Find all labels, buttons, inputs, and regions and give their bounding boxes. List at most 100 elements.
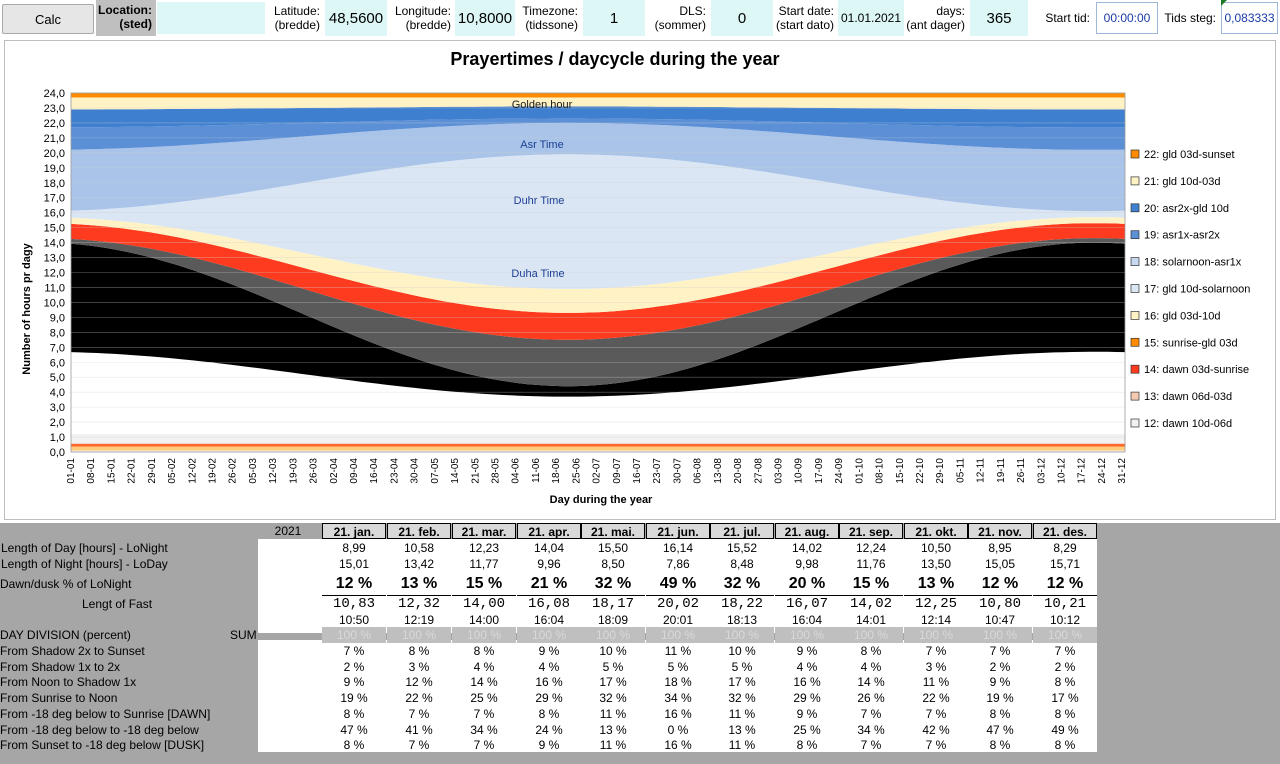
x-tick-label: 27-08 bbox=[753, 458, 764, 484]
x-tick-label: 10-12 bbox=[1057, 458, 1068, 484]
dls-input[interactable]: 0 bbox=[711, 0, 773, 36]
x-tick-label: 22-10 bbox=[915, 458, 926, 484]
month-header: 21. jan. bbox=[322, 523, 386, 539]
x-tick-label: 14-05 bbox=[450, 458, 461, 484]
table-value: 8,95 bbox=[988, 541, 1012, 555]
longitude-input[interactable]: 10,8000 bbox=[455, 0, 515, 36]
fast-length: 16,07 bbox=[785, 596, 828, 612]
sum-value: 100 % bbox=[775, 627, 839, 643]
sum-value: 100 % bbox=[710, 627, 774, 643]
division-row-label: From Sunrise to Noon bbox=[0, 691, 118, 706]
x-tick-label: 19-02 bbox=[208, 458, 219, 484]
fast-time: 12:19 bbox=[403, 613, 435, 627]
parameter-bar: Calc Location: (sted) Latitude: (bredde)… bbox=[0, 0, 1280, 36]
division-value: 18 % bbox=[664, 675, 692, 690]
legend-swatch bbox=[1130, 176, 1140, 186]
statistics-table: 2021 21. jan. 21. feb. 21. mar. 21. apr. 21. … bbox=[0, 523, 1280, 764]
division-value: 4 % bbox=[538, 659, 560, 674]
x-tick-label: 17-12 bbox=[1077, 458, 1088, 484]
division-value: 7 % bbox=[925, 706, 947, 721]
start-tid-input[interactable]: 00:00:00 bbox=[1096, 2, 1158, 34]
legend-swatch bbox=[1130, 418, 1140, 428]
dls-value: 0 bbox=[737, 9, 747, 27]
division-value: 9 % bbox=[343, 675, 365, 690]
x-tick-label: 30-04 bbox=[410, 458, 421, 484]
division-value: 2 % bbox=[1054, 659, 1076, 674]
division-value: 5 % bbox=[667, 659, 689, 674]
x-tick-label: 06-08 bbox=[693, 458, 704, 484]
tids-steg-input[interactable]: 0,083333 bbox=[1221, 2, 1278, 34]
calc-button[interactable]: Calc bbox=[2, 4, 94, 34]
days-input[interactable]: 365 bbox=[970, 0, 1028, 36]
x-tick-label: 29-10 bbox=[935, 458, 946, 484]
division-value: 24 % bbox=[535, 722, 563, 737]
y-tick-label: 1,0 bbox=[50, 432, 65, 444]
fast-time: 10:12 bbox=[1049, 613, 1081, 627]
division-row-label: From -18 deg below to -18 deg below bbox=[0, 722, 199, 737]
legend-swatch bbox=[1130, 257, 1140, 266]
y-tick-label: 2,0 bbox=[50, 417, 65, 429]
y-axis-title: Number of hours pr dagy bbox=[21, 243, 33, 375]
row-label: Lengt of Fast bbox=[82, 597, 153, 611]
division-value: 49 % bbox=[1051, 722, 1079, 737]
table-division-background bbox=[258, 640, 1097, 752]
fast-time: 18:09 bbox=[597, 613, 629, 627]
timezone-input[interactable]: 1 bbox=[583, 0, 645, 36]
fast-length: 10,21 bbox=[1043, 596, 1086, 612]
division-value: 19 % bbox=[986, 691, 1014, 706]
start-date-input[interactable]: 01.01.2021 bbox=[838, 0, 904, 36]
x-axis-title: Day during the year bbox=[549, 494, 653, 506]
division-row-label: From -18 deg below to Sunrise [DAWN] bbox=[0, 706, 211, 721]
fast-length: 20,02 bbox=[656, 596, 699, 612]
division-value: 11 % bbox=[728, 738, 756, 753]
division-value: 41 % bbox=[405, 722, 433, 737]
month-header: 21. nov. bbox=[968, 523, 1032, 539]
table-value: 12,23 bbox=[468, 541, 500, 555]
division-value: 13 % bbox=[728, 722, 756, 737]
x-tick-label: 31-12 bbox=[1117, 458, 1128, 484]
legend-label: 13: dawn 06d-03d bbox=[1144, 391, 1232, 403]
division-value: 4 % bbox=[473, 659, 495, 674]
month-header: 21. aug. bbox=[775, 523, 839, 539]
y-tick-label: 18,0 bbox=[44, 178, 65, 190]
x-tick-label: 09-07 bbox=[612, 458, 623, 484]
x-tick-label: 02-04 bbox=[329, 458, 340, 484]
days-label: days: (ant dager) bbox=[905, 0, 969, 36]
latitude-input[interactable]: 48,5600 bbox=[325, 0, 387, 36]
x-tick-label: 18-06 bbox=[551, 458, 562, 484]
start-tid-value: 00:00:00 bbox=[1103, 11, 1151, 25]
division-row-label: From Sunset to -18 deg below [DUSK] bbox=[0, 738, 205, 753]
division-value: 8 % bbox=[408, 644, 430, 658]
fast-length: 16,08 bbox=[527, 596, 570, 612]
chart-annotation: Duha Time bbox=[511, 268, 564, 280]
table-value: 9,98 bbox=[795, 557, 819, 571]
fast-time: 10:50 bbox=[338, 613, 370, 627]
x-tick-label: 26-11 bbox=[1016, 458, 1027, 483]
location-input[interactable] bbox=[157, 2, 265, 34]
division-value: 17 % bbox=[728, 675, 756, 690]
x-tick-label: 26-03 bbox=[309, 458, 320, 484]
chart-title: Prayertimes / daycycle during the year bbox=[450, 49, 780, 69]
dawn-percent: 15 % bbox=[839, 572, 903, 596]
x-tick-label: 15-10 bbox=[895, 458, 906, 484]
sum-value: 100 % bbox=[581, 627, 645, 643]
dawn-percent: 12 % bbox=[1033, 572, 1097, 596]
y-tick-label: 10,0 bbox=[44, 297, 65, 309]
sum-value: 100 % bbox=[839, 627, 903, 643]
month-header: 21. mar. bbox=[452, 523, 516, 539]
division-value: 8 % bbox=[473, 644, 495, 658]
division-value: 17 % bbox=[599, 675, 627, 690]
division-value: 34 % bbox=[664, 691, 692, 706]
division-value: 7 % bbox=[925, 644, 947, 658]
timezone-label-text: Timezone: (tidssone) bbox=[522, 4, 578, 32]
fast-time: 14:00 bbox=[468, 613, 500, 627]
table-value: 8,99 bbox=[342, 541, 366, 555]
division-value: 25 % bbox=[470, 691, 498, 706]
month-header: 21. des. bbox=[1033, 523, 1097, 539]
table-value: 12,24 bbox=[855, 541, 887, 555]
table-value: 10,58 bbox=[403, 541, 435, 555]
x-tick-label: 26-02 bbox=[228, 458, 239, 484]
x-tick-label: 05-02 bbox=[167, 458, 178, 484]
fast-length: 14,00 bbox=[462, 596, 505, 612]
division-value: 7 % bbox=[473, 706, 495, 721]
